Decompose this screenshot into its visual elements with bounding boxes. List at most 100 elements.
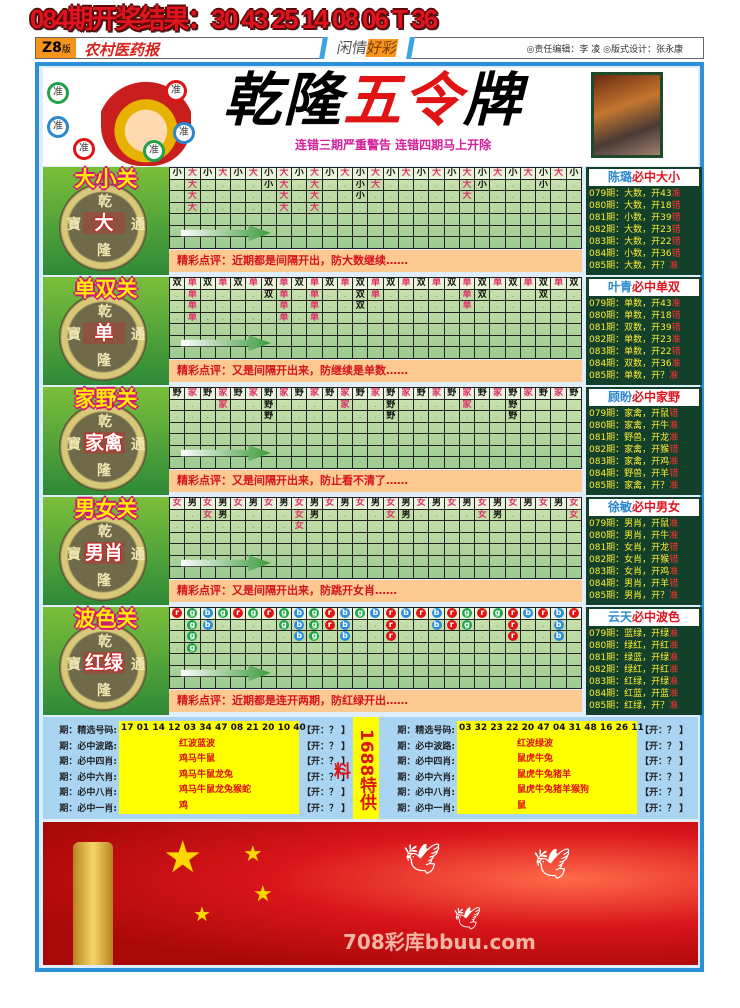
grid-cell: g xyxy=(215,608,232,620)
grid-cell: . xyxy=(383,289,399,302)
grid-cell: g xyxy=(307,608,323,620)
grid-cell xyxy=(185,214,201,226)
grid-cell: 单 xyxy=(276,312,293,325)
grid-cell xyxy=(322,434,338,446)
grid-cell xyxy=(383,567,399,579)
record-text: 081期：双数，开39 xyxy=(589,323,672,333)
grid-cell: . xyxy=(292,179,308,192)
grid-cell: 野 xyxy=(353,388,369,400)
grid-cell: 小 xyxy=(444,168,460,180)
grid-cell: 双 xyxy=(322,278,338,290)
coin-panel: 乾寶 通隆 男女关 男肖 xyxy=(43,497,169,605)
grid-cell xyxy=(337,665,354,678)
grid-cell xyxy=(536,214,552,226)
record-verdict: 错 xyxy=(671,347,681,357)
grid-cell: 大 xyxy=(276,179,293,192)
grid-cell: . xyxy=(215,631,232,643)
grid-cell: . xyxy=(566,179,582,192)
grid-cell xyxy=(459,237,476,249)
record-row: 082期：女肖，开猴错 xyxy=(589,554,699,566)
grid-cell xyxy=(398,555,415,568)
record-row: 083期：大数，开22错 xyxy=(589,236,699,248)
grid-cell: . xyxy=(536,509,552,522)
grid-cell xyxy=(444,532,460,545)
grid-cell xyxy=(368,445,384,458)
grid-cell: . xyxy=(536,301,552,313)
grid-cell xyxy=(353,521,369,533)
record-text: 083期：家禽，开鸡 xyxy=(589,457,670,467)
grid-cell: 小 xyxy=(261,179,277,192)
grid-cell xyxy=(505,544,521,556)
grid-cell: 双 xyxy=(261,289,277,302)
grid-cell xyxy=(231,532,247,545)
lucky-ball: 准 xyxy=(47,116,69,138)
grid-cell: 野 xyxy=(383,399,399,412)
grid-cell: . xyxy=(429,399,445,412)
grid-cell xyxy=(307,544,323,556)
grid-cell: 女 xyxy=(414,498,430,510)
grid-cell xyxy=(307,225,323,238)
grid-cell: . xyxy=(231,521,247,533)
grid-cell xyxy=(261,237,277,249)
grid-cell: . xyxy=(490,179,506,192)
grid-cell xyxy=(215,324,232,336)
grid-cell xyxy=(353,225,369,238)
grid-cell xyxy=(490,677,506,689)
grid-cell xyxy=(475,324,491,336)
grid-cell xyxy=(490,347,506,359)
record-row: 085期：大数，开？准 xyxy=(589,260,699,272)
grid-cell xyxy=(322,324,338,336)
grid-cell xyxy=(429,347,445,359)
expert-target: 必中波色 xyxy=(632,610,681,624)
record-verdict: 错 xyxy=(669,579,679,589)
grid-cell xyxy=(215,544,232,556)
blue-ball-mark: b xyxy=(294,619,305,630)
green-ball-mark: g xyxy=(278,619,289,630)
grid-cell: . xyxy=(246,202,262,215)
grid-cell xyxy=(459,335,476,348)
grid-cell xyxy=(536,335,552,348)
banner: 准准准准准准 乾隆五令牌 连错三期严重警告 连错四期马上开除 xyxy=(43,68,698,166)
green-ball-mark: g xyxy=(309,619,320,630)
grid-cell: g xyxy=(307,631,323,643)
grid-cell xyxy=(307,654,323,666)
grid-cell xyxy=(170,324,186,336)
record-verdict: 错 xyxy=(669,445,679,455)
grid-cell xyxy=(398,521,415,533)
grid-cell: . xyxy=(429,179,445,192)
grid-cell: . xyxy=(215,289,232,302)
grid-cell: . xyxy=(322,301,338,313)
grid-cell xyxy=(246,457,262,469)
grid-cell: 大 xyxy=(276,168,293,180)
record-verdict: 准 xyxy=(669,421,679,431)
grid-cell xyxy=(414,532,430,545)
grid-cell: 男 xyxy=(215,498,232,510)
coin-image xyxy=(59,183,147,271)
grid-cell: 小 xyxy=(231,168,247,180)
coin-char: 乾 xyxy=(98,194,112,210)
grid-cell: g xyxy=(459,608,476,620)
grid-cell xyxy=(276,555,293,568)
grid-cell xyxy=(566,422,582,435)
grid-cell xyxy=(368,457,384,469)
grid-cell: . xyxy=(246,521,262,533)
grid-cell: 男 xyxy=(337,498,354,510)
grid-cell: 双 xyxy=(444,278,460,290)
record-verdict: 错 xyxy=(671,249,681,259)
grid-cell xyxy=(505,677,521,689)
grid-cell: . xyxy=(475,619,491,632)
section-label: 大小关 xyxy=(74,167,138,191)
grid-cell: 野 xyxy=(475,388,491,400)
grid-cell xyxy=(520,214,537,226)
grid-cell: 大 xyxy=(246,168,262,180)
grid-cell: . xyxy=(490,191,506,203)
grid-cell xyxy=(459,521,476,533)
grid-cell xyxy=(475,347,491,359)
grid-cell xyxy=(246,237,262,249)
row-value: 鸡马牛鼠龙兔猴蛇 xyxy=(119,783,299,799)
blue-ball-mark: b xyxy=(202,608,213,618)
grid-cell xyxy=(292,677,308,689)
record-row: 082期：大数，开23错 xyxy=(589,224,699,236)
grid-cell xyxy=(200,642,216,655)
grid-cell: . xyxy=(368,411,384,423)
